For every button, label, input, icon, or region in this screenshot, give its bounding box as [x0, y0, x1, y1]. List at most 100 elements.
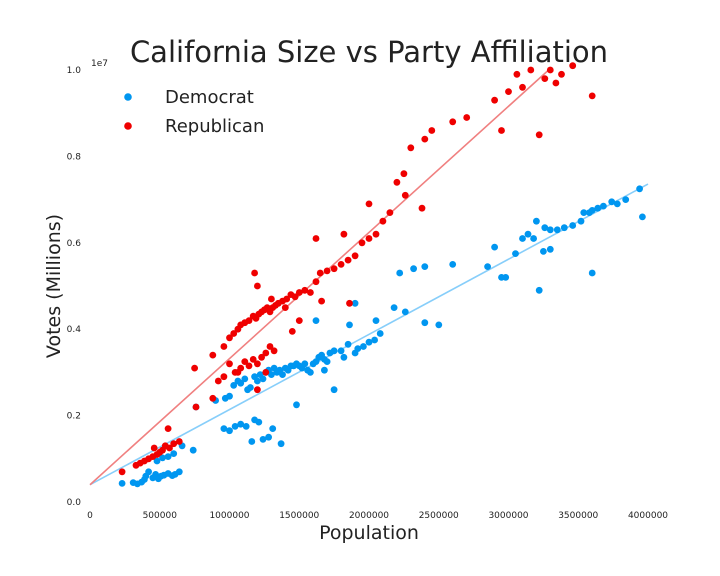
republican-point — [365, 235, 373, 242]
democrat-point — [321, 366, 328, 374]
y-tick-label: 0.4 — [67, 325, 82, 335]
republican-point — [150, 444, 158, 452]
data-points — [118, 62, 646, 488]
democrat-point — [170, 450, 178, 457]
republican-point — [312, 278, 320, 286]
democrat-point — [410, 265, 417, 273]
democrat-point — [231, 423, 239, 430]
republican-point — [220, 373, 228, 381]
democrat-point — [396, 269, 404, 277]
democrat-point — [546, 245, 554, 253]
democrat-point — [622, 196, 630, 204]
democrat-point — [237, 379, 245, 387]
x-tick-label: 500000 — [143, 511, 178, 521]
republican-point — [254, 282, 261, 290]
republican-point — [365, 200, 373, 208]
republican-point — [407, 144, 415, 152]
democrat-point — [175, 468, 183, 476]
republican-point — [307, 289, 314, 296]
republican-point — [358, 239, 366, 247]
democrat-point — [560, 224, 568, 232]
republican-point — [505, 88, 512, 95]
republican-point — [281, 304, 289, 311]
y-tick-label: 0.8 — [67, 152, 82, 162]
democrat-point — [577, 217, 585, 225]
democrat-point — [569, 222, 577, 229]
democrat-point — [435, 321, 443, 329]
democrat-point — [588, 269, 596, 277]
democrat-point — [421, 263, 429, 270]
democrat-point — [255, 418, 263, 426]
democrat-point — [365, 338, 373, 346]
democrat-point — [540, 248, 547, 255]
republican-point — [527, 66, 535, 74]
democrat-point — [580, 209, 588, 217]
republican-point — [164, 425, 172, 432]
y-axis-label: Votes (Millions) — [43, 214, 65, 358]
republican-point — [118, 468, 126, 476]
democrat-point — [247, 384, 254, 391]
republican-point — [351, 252, 359, 260]
chart-title: California Size vs Party Affiliation — [130, 35, 608, 69]
republican-point — [191, 364, 199, 372]
x-tick-label: 2000000 — [349, 511, 389, 521]
republican-point — [220, 343, 228, 350]
democrat-point — [226, 427, 233, 435]
x-axis-label: Population — [319, 522, 419, 544]
democrat-point — [401, 308, 409, 316]
democrat-point — [277, 440, 285, 448]
democrat-point — [390, 304, 398, 311]
y-axis-offset-label: 1e7 — [91, 59, 108, 69]
democrat-point — [376, 330, 384, 337]
democrat-point — [118, 480, 126, 487]
democrat-point — [594, 204, 602, 212]
democrat-point — [491, 243, 498, 251]
republican-point — [237, 364, 245, 372]
x-axis-ticks: 0 500000 1000000 1500000 2000000 2500000 30000… — [87, 511, 668, 521]
republican-point — [401, 191, 409, 199]
democrat-point — [248, 438, 256, 445]
democrat-point — [519, 235, 526, 242]
republican-point — [226, 334, 233, 342]
republican-point — [262, 369, 270, 376]
democrat-point — [307, 369, 314, 376]
x-tick-label: 3500000 — [558, 511, 598, 521]
republican-point — [245, 317, 253, 324]
democrat-point — [265, 433, 272, 441]
democrat-point — [153, 457, 161, 465]
republican-point — [230, 330, 238, 337]
republican-point — [330, 265, 338, 273]
democrat-point — [268, 371, 275, 378]
democrat-point — [340, 353, 348, 361]
democrat-point — [546, 226, 554, 234]
democrat-point — [145, 468, 153, 476]
democrat-point — [230, 382, 238, 389]
democrat-point — [524, 230, 532, 238]
republican-point — [535, 131, 543, 139]
x-tick-label: 1000000 — [209, 511, 249, 521]
republican-point — [393, 178, 401, 186]
republican-point — [295, 289, 303, 296]
democrat-legend-label: Democrat — [165, 87, 254, 108]
republican-point — [249, 356, 257, 363]
republican-point — [421, 135, 429, 143]
republican-trend-line — [89, 69, 550, 486]
democrat-point — [344, 340, 352, 348]
republican-point — [214, 377, 222, 385]
republican-point — [283, 295, 291, 303]
republican-point — [262, 349, 270, 357]
democrat-point — [279, 371, 286, 378]
republican-point — [337, 261, 345, 268]
democrat-point — [241, 375, 249, 383]
republican-point — [344, 256, 352, 264]
democrat-point — [164, 453, 172, 460]
democrat-point — [220, 425, 228, 432]
democrat-point — [337, 347, 345, 355]
republican-point — [558, 70, 565, 78]
democrat-point — [372, 317, 380, 324]
democrat-point — [301, 360, 309, 368]
democrat-trend-line — [89, 183, 649, 486]
republican-point — [546, 66, 554, 74]
republican-point — [346, 299, 353, 307]
democrat-point — [254, 377, 261, 385]
